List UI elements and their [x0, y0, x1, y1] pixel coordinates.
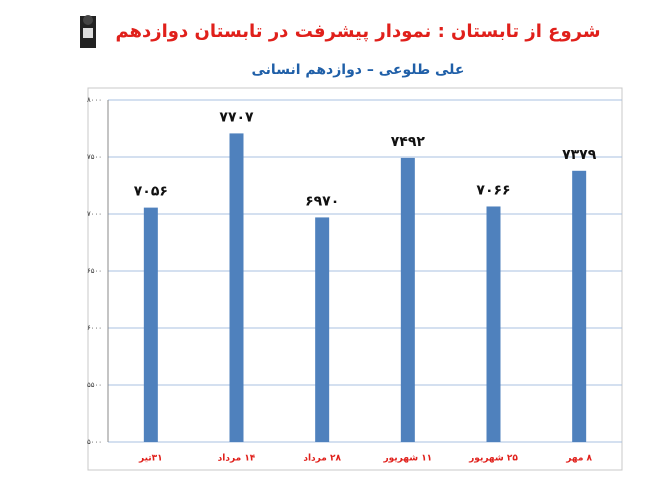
value-label: ۷۰۵۶ — [134, 184, 168, 200]
y-tick-label: ۶۵۰۰ — [87, 267, 102, 275]
value-label: ۷۳۷۹ — [562, 147, 597, 163]
logo-icon — [80, 15, 96, 48]
y-tick-label: ۷۰۰۰ — [87, 210, 102, 218]
x-tick-label: ۱۱ شهریور — [382, 454, 432, 464]
plot-frame — [87, 87, 623, 471]
chart-subtitle: علی طلوعی – دوازدهم انسانی — [252, 62, 465, 78]
value-label: ۷۷۰۷ — [219, 109, 254, 125]
y-tick-label: ۶۰۰۰ — [87, 324, 102, 332]
value-label: ۷۴۹۲ — [391, 134, 426, 150]
bar — [143, 207, 158, 442]
y-tick-label: ۵۰۰۰ — [87, 438, 102, 446]
value-label: ۶۹۷۰ — [305, 193, 339, 209]
x-tick-label: ۸ مهر — [565, 454, 592, 464]
bar — [400, 157, 415, 443]
y-tick-label: ۵۵۰۰ — [87, 381, 102, 389]
bar — [486, 206, 501, 442]
value-label: ۷۰۶۶ — [476, 182, 510, 198]
bar — [315, 217, 330, 442]
x-tick-label: ۱۴ مرداد — [218, 454, 256, 464]
x-tick-label: ۳۱تیر — [138, 454, 163, 464]
chart-title: شروع از تابستان : نمودار پیشرفت در تابست… — [115, 21, 600, 42]
x-tick-label: ۲۵ شهریور — [468, 454, 518, 464]
x-tick-label: ۲۸ مرداد — [303, 454, 341, 464]
bar — [572, 170, 587, 442]
y-tick-label: ۷۵۰۰ — [87, 153, 102, 161]
bar — [229, 133, 244, 443]
y-tick-label: ۸۰۰۰ — [87, 96, 102, 104]
